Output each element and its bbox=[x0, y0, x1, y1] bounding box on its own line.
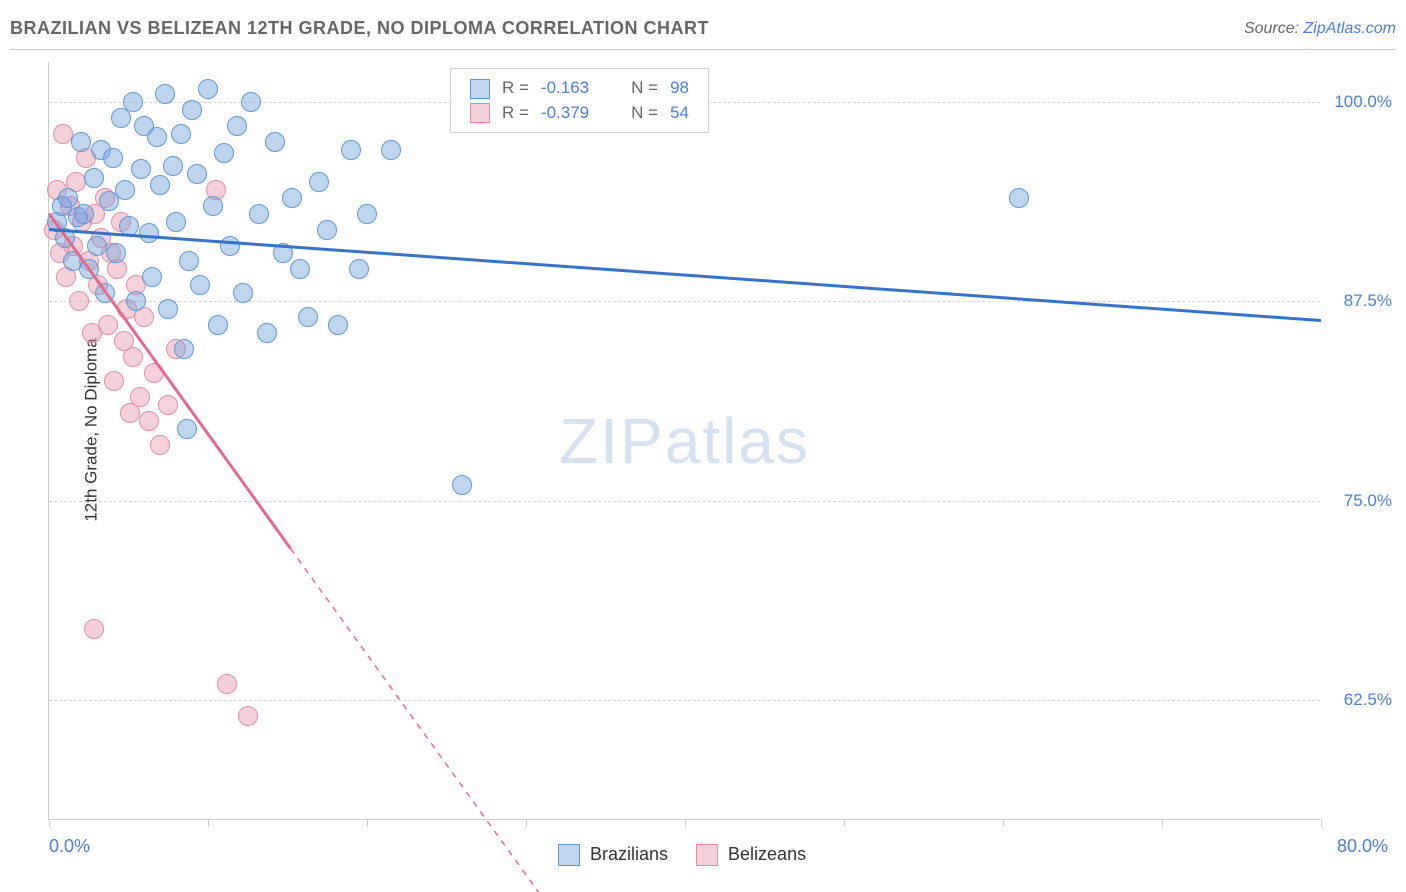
brazilians-point bbox=[317, 220, 337, 240]
belizeans-point bbox=[130, 387, 150, 407]
brazilians-point bbox=[208, 315, 228, 335]
belizeans-point bbox=[84, 619, 104, 639]
belizeans-point bbox=[217, 674, 237, 694]
brazilians-point bbox=[190, 275, 210, 295]
brazilians-point bbox=[452, 475, 472, 495]
brazilians-point bbox=[265, 132, 285, 152]
brazilians-point bbox=[241, 92, 261, 112]
brazilians-point bbox=[55, 228, 75, 248]
legend-item: Brazilians bbox=[558, 844, 668, 866]
brazilians-point bbox=[282, 188, 302, 208]
x-tick bbox=[367, 819, 368, 827]
brazilians-point bbox=[106, 243, 126, 263]
y-tick-label: 75.0% bbox=[1328, 491, 1392, 511]
brazilians-point bbox=[203, 196, 223, 216]
regression-overlay bbox=[49, 62, 1321, 820]
brazilians-point bbox=[290, 259, 310, 279]
source-link[interactable]: ZipAtlas.com bbox=[1304, 20, 1396, 37]
x-tick bbox=[1162, 819, 1163, 827]
brazilians-point bbox=[79, 259, 99, 279]
brazilians-point bbox=[273, 243, 293, 263]
brazilians-point bbox=[220, 236, 240, 256]
x-tick bbox=[1321, 819, 1322, 827]
x-tick bbox=[1003, 819, 1004, 827]
x-tick bbox=[685, 819, 686, 827]
y-tick-label: 87.5% bbox=[1328, 291, 1392, 311]
brazilians-point bbox=[341, 140, 361, 160]
belizeans-point bbox=[158, 395, 178, 415]
brazilians-point bbox=[95, 283, 115, 303]
brazilians-point bbox=[87, 236, 107, 256]
gridline bbox=[49, 501, 1320, 502]
brazilians-point bbox=[103, 148, 123, 168]
brazilians-point bbox=[119, 216, 139, 236]
x-tick bbox=[49, 819, 50, 827]
brazilians-point bbox=[150, 175, 170, 195]
brazilians-point bbox=[182, 100, 202, 120]
brazilians-point bbox=[71, 132, 91, 152]
brazilians-point bbox=[131, 159, 151, 179]
brazilians-point bbox=[298, 307, 318, 327]
brazilians-point bbox=[357, 204, 377, 224]
y-tick-label: 62.5% bbox=[1328, 690, 1392, 710]
brazilians-point bbox=[58, 188, 78, 208]
brazilians-point bbox=[84, 168, 104, 188]
x-tick bbox=[526, 819, 527, 827]
scatter-plot-area: ZIPatlas 62.5%75.0%87.5%100.0%0.0%80.0% bbox=[48, 62, 1320, 820]
series-legend: Brazilians Belizeans bbox=[558, 844, 806, 866]
brazilians-point bbox=[328, 315, 348, 335]
watermark: ZIPatlas bbox=[559, 404, 810, 478]
brazilians-point bbox=[123, 92, 143, 112]
y-tick-label: 100.0% bbox=[1328, 92, 1392, 112]
brazilians-point bbox=[166, 212, 186, 232]
brazilians-point bbox=[349, 259, 369, 279]
chart-title: BRAZILIAN VS BELIZEAN 12TH GRADE, NO DIP… bbox=[10, 18, 709, 39]
brazilians-point bbox=[214, 143, 234, 163]
brazilians-point bbox=[139, 223, 159, 243]
brazilians-point bbox=[249, 204, 269, 224]
belizeans-point bbox=[98, 315, 118, 335]
brazilians-point bbox=[126, 291, 146, 311]
belizeans-point bbox=[123, 347, 143, 367]
brazilians-point bbox=[179, 251, 199, 271]
brazilians-point bbox=[171, 124, 191, 144]
brazilians-point bbox=[233, 283, 253, 303]
belizeans-point bbox=[69, 291, 89, 311]
brazilians-point bbox=[257, 323, 277, 343]
correlation-legend: R =-0.163N =98R =-0.379N =54 bbox=[450, 68, 709, 133]
brazilians-point bbox=[187, 164, 207, 184]
brazilians-point bbox=[115, 180, 135, 200]
x-tick bbox=[208, 819, 209, 827]
brazilians-point bbox=[163, 156, 183, 176]
brazilians-point bbox=[1009, 188, 1029, 208]
brazilians-point bbox=[158, 299, 178, 319]
x-axis-end-label: 80.0% bbox=[1328, 836, 1388, 857]
belizeans-point bbox=[144, 363, 164, 383]
chart-header: BRAZILIAN VS BELIZEAN 12TH GRADE, NO DIP… bbox=[10, 18, 1396, 50]
belizeans-point bbox=[139, 411, 159, 431]
brazilians-point bbox=[74, 204, 94, 224]
x-tick bbox=[844, 819, 845, 827]
brazilians-point bbox=[177, 419, 197, 439]
gridline bbox=[49, 700, 1320, 701]
belizeans-point bbox=[150, 435, 170, 455]
brazilians-point bbox=[227, 116, 247, 136]
brazilians-point bbox=[147, 127, 167, 147]
brazilians-point bbox=[198, 79, 218, 99]
brazilians-point bbox=[155, 84, 175, 104]
brazilians-point bbox=[142, 267, 162, 287]
x-axis-start-label: 0.0% bbox=[49, 836, 90, 857]
brazilians-point bbox=[381, 140, 401, 160]
legend-item: Belizeans bbox=[696, 844, 806, 866]
belizeans-point bbox=[238, 706, 258, 726]
brazilians-point bbox=[174, 339, 194, 359]
chart-source: Source: ZipAtlas.com bbox=[1244, 20, 1396, 38]
belizeans-point bbox=[104, 371, 124, 391]
brazilians-point bbox=[309, 172, 329, 192]
brazilians-point bbox=[111, 108, 131, 128]
